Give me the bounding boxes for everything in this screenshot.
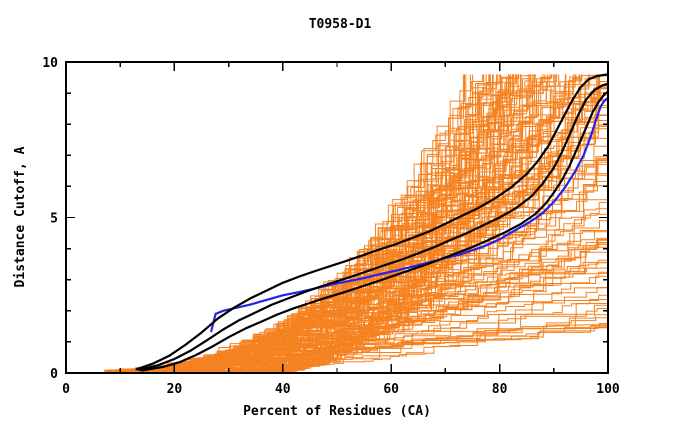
model-curve <box>231 325 608 373</box>
model-curve <box>244 104 608 373</box>
x-tick-label: 40 <box>275 382 291 397</box>
x-axis-title: Percent of Residues (CA) <box>243 404 431 419</box>
x-tick-label: 0 <box>62 382 70 397</box>
y-axis-ticks <box>66 61 608 374</box>
y-axis-title: Distance Cutoff, A <box>13 146 28 287</box>
highlight-model-black-upper <box>135 73 610 371</box>
highlight-model-black-lower <box>140 90 610 372</box>
model-curve <box>212 148 609 373</box>
model-curve <box>165 74 599 373</box>
x-axis-ticks <box>65 62 609 373</box>
y-tick-label: 0 <box>50 367 58 382</box>
model-curve <box>227 74 558 373</box>
y-tick-label: 5 <box>50 212 58 227</box>
model-curve <box>239 74 552 372</box>
background-model-curves <box>104 74 609 373</box>
x-axis-tick-labels: 0 20 40 60 80 100 <box>62 382 620 397</box>
model-curve <box>218 150 609 373</box>
model-curve <box>105 314 608 372</box>
highlight-model-curves <box>135 73 610 372</box>
model-curve <box>110 74 515 372</box>
model-curve <box>133 74 485 373</box>
model-curve <box>255 74 577 373</box>
model-curve <box>133 146 609 373</box>
x-tick-label: 100 <box>596 382 620 397</box>
x-tick-label: 80 <box>492 382 508 397</box>
reference-model-blue <box>210 96 610 333</box>
chart-title: T0958-D1 <box>309 17 372 32</box>
model-curve <box>106 74 529 373</box>
x-tick-label: 20 <box>167 382 183 397</box>
y-axis-tick-labels: 0 5 10 <box>42 56 58 382</box>
model-curve <box>180 74 521 373</box>
y-tick-label: 10 <box>42 56 58 71</box>
x-tick-label: 60 <box>383 382 399 397</box>
model-curve <box>208 74 502 372</box>
highlight-model-black-middle <box>138 82 610 371</box>
model-curve <box>187 74 577 373</box>
